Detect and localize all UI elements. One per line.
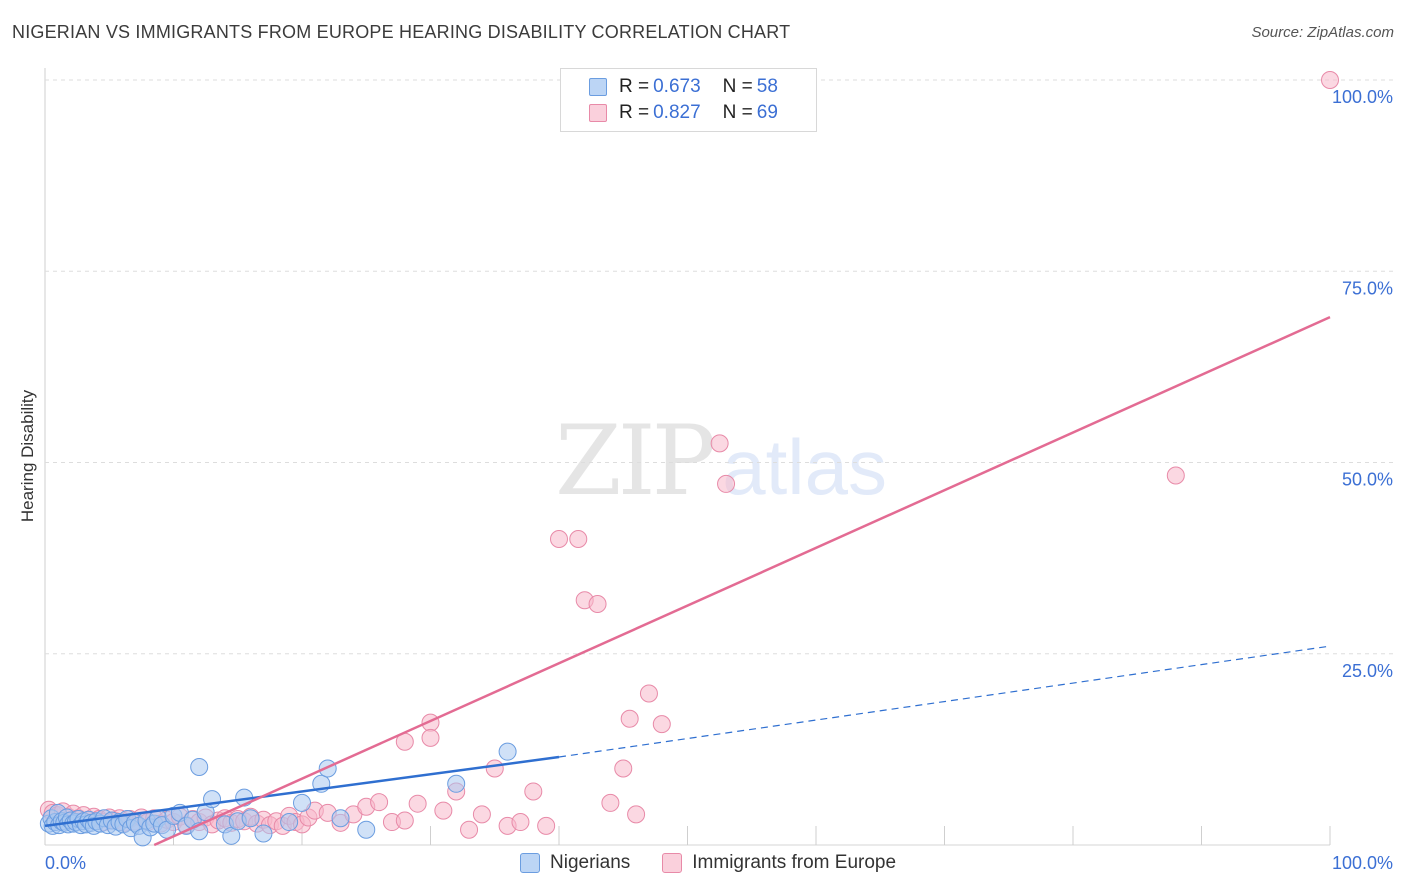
legend-r-label: R = (619, 76, 650, 97)
data-point-nigerians (280, 813, 299, 832)
y-tick-label: 25.0% (1342, 661, 1393, 681)
data-point-europe (421, 728, 440, 747)
source-label: Source: ZipAtlas.com (1251, 24, 1394, 41)
y-tick-label: 100.0% (1332, 87, 1393, 107)
data-point-europe (511, 813, 530, 832)
x-tick-label: 100.0% (1332, 853, 1393, 873)
legend-swatch-pink (662, 853, 683, 873)
y-tick-label: 75.0% (1342, 278, 1393, 298)
data-point-nigerians (293, 793, 311, 812)
data-point-nigerians (254, 824, 273, 843)
y-tick-label: 50.0% (1342, 470, 1393, 490)
data-point-europe (614, 759, 633, 778)
data-point-europe (569, 530, 588, 548)
series-legend: Nigerians Immigrants from Europe (520, 852, 928, 874)
data-point-europe (1166, 466, 1185, 485)
data-point-europe (627, 805, 646, 824)
data-point-europe (639, 684, 658, 703)
legend-swatch-blue (520, 853, 540, 873)
legend-swatch-pink (589, 104, 607, 122)
data-point-europe (710, 434, 729, 453)
legend-row-nigerians: R = 0.673 N = 58 (589, 75, 778, 99)
data-point-europe (370, 793, 389, 812)
legend-item-nigerians[interactable]: Nigerians (520, 852, 630, 874)
data-point-europe (460, 820, 479, 839)
legend-n-label: N = (722, 76, 753, 97)
data-point-europe (717, 474, 736, 493)
data-point-nigerians (447, 774, 466, 793)
legend-n-value: 69 (756, 102, 778, 123)
data-point-europe (1321, 71, 1339, 89)
legend-label-nigerians: Nigerians (550, 852, 631, 873)
legend-row-europe: R = 0.827 N = 69 (589, 101, 778, 125)
legend-swatch-blue (589, 78, 607, 96)
data-point-europe (620, 709, 639, 728)
trendline-nigerians (44, 755, 560, 828)
data-point-europe (588, 595, 607, 614)
data-point-europe (408, 794, 427, 813)
data-point-nigerians (241, 809, 260, 828)
x-tick-label: 0.0% (45, 853, 86, 873)
data-point-nigerians (498, 742, 517, 761)
data-point-europe (434, 801, 453, 820)
trendline-nigerians-projection (558, 645, 1331, 758)
data-point-europe (652, 715, 671, 734)
data-point-europe (485, 759, 504, 778)
data-point-nigerians (357, 820, 376, 839)
data-point-europe (550, 530, 568, 548)
y-axis-label: Hearing Disability (18, 389, 37, 523)
data-point-europe (537, 816, 556, 835)
data-point-europe (472, 805, 491, 824)
data-point-nigerians (331, 809, 350, 828)
legend-n-value: 58 (756, 76, 778, 97)
legend-label-europe: Immigrants from Europe (692, 852, 897, 873)
correlation-legend: R = 0.673 N = 58 R = 0.827 N = 69 (560, 68, 817, 132)
trendline-europe (153, 316, 1331, 847)
watermark-atlas: atlas (722, 423, 887, 511)
legend-item-europe[interactable]: Immigrants from Europe (662, 852, 896, 874)
legend-r-value: 0.827 (653, 102, 701, 123)
data-point-europe (601, 793, 620, 812)
data-point-nigerians (190, 757, 209, 776)
legend-n-label: N = (722, 102, 753, 123)
chart-title: NIGERIAN VS IMMIGRANTS FROM EUROPE HEARI… (12, 22, 791, 42)
legend-r-value: 0.673 (653, 76, 701, 97)
legend-r-label: R = (619, 102, 650, 123)
data-point-europe (524, 782, 543, 801)
data-point-europe (395, 811, 414, 830)
watermark: ZIP atlas (555, 405, 887, 517)
watermark-zip: ZIP (555, 405, 716, 517)
